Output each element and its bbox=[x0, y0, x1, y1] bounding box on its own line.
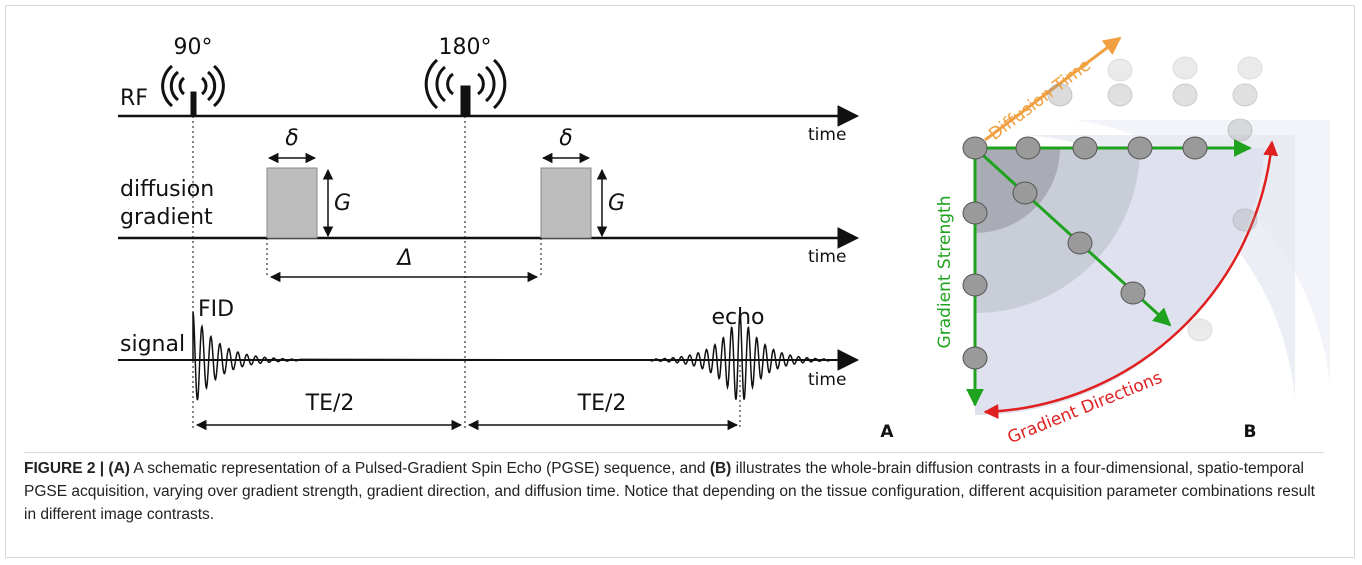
axis-label: time bbox=[808, 247, 846, 267]
delta-label: δ bbox=[559, 126, 572, 151]
orange-arrow bbox=[984, 36, 1122, 142]
red-arc bbox=[983, 140, 1279, 419]
brain-icons bbox=[962, 56, 1263, 370]
pulse-label: 90° bbox=[174, 35, 213, 60]
big-delta-label: Δ bbox=[395, 246, 412, 271]
panel-a bbox=[118, 58, 860, 431]
brain-icon bbox=[1172, 56, 1198, 80]
brain-icon bbox=[1107, 83, 1133, 107]
brain-icon bbox=[1120, 281, 1146, 305]
arrowhead bbox=[837, 349, 860, 371]
brain-icon bbox=[1107, 58, 1133, 82]
caption-text: illustrates the whole-brain diffusion co… bbox=[24, 460, 1315, 523]
brain-icon bbox=[1047, 83, 1073, 107]
gradient-strength-label: Gradient Strength bbox=[935, 196, 955, 349]
brain-icon bbox=[1237, 56, 1263, 80]
arrowhead bbox=[837, 227, 860, 249]
diffusion-time-label: Diffusion Time bbox=[985, 55, 1095, 144]
radio-waves bbox=[161, 58, 507, 110]
fid-label: FID bbox=[198, 297, 234, 322]
axis-label: time bbox=[808, 125, 846, 145]
caption: FIGURE 2 | (A) A schematic representatio… bbox=[24, 452, 1324, 526]
panel-label: A bbox=[880, 422, 894, 442]
gradient-lobe bbox=[540, 167, 592, 239]
brain-icon bbox=[962, 201, 988, 225]
caption-bold: (B) bbox=[709, 460, 732, 477]
pulse-90 bbox=[190, 91, 197, 117]
panel-b bbox=[962, 36, 1330, 419]
brain-icon bbox=[1172, 83, 1198, 107]
caption-bold: FIGURE 2 | (A) bbox=[24, 460, 130, 477]
figure: 90° 180° RF diffusion gradient signal ti… bbox=[118, 35, 1330, 445]
brain-icon bbox=[962, 136, 988, 160]
brain-icon bbox=[1012, 181, 1038, 205]
caption-text: A schematic representation of a Pulsed-G… bbox=[133, 460, 706, 477]
gradient-lobe bbox=[266, 167, 318, 239]
brain-icon bbox=[962, 273, 988, 297]
row-label: RF bbox=[120, 86, 148, 111]
delta-label: δ bbox=[285, 126, 298, 151]
echo-label: echo bbox=[711, 305, 764, 330]
figure-frame bbox=[5, 5, 1355, 558]
pulse-label: 180° bbox=[439, 35, 492, 60]
brain-icon bbox=[1072, 136, 1098, 160]
brain-icon bbox=[1227, 118, 1253, 142]
signal-wave bbox=[118, 311, 831, 401]
pulse-180 bbox=[460, 85, 471, 117]
brain-icon bbox=[1187, 318, 1213, 342]
row-label: diffusion bbox=[120, 177, 214, 202]
te-label: TE/2 bbox=[305, 391, 355, 416]
panel-label: B bbox=[1244, 422, 1257, 442]
brain-icon bbox=[1232, 83, 1258, 107]
brain-icon bbox=[962, 346, 988, 370]
guides bbox=[192, 116, 741, 428]
brain-icon bbox=[1067, 231, 1093, 255]
g-label: G bbox=[334, 191, 351, 216]
row-label: gradient bbox=[120, 205, 213, 230]
g-label: G bbox=[608, 191, 625, 216]
brain-icon bbox=[1015, 136, 1041, 160]
brain-icon bbox=[1182, 136, 1208, 160]
te-label: TE/2 bbox=[577, 391, 627, 416]
brain-icon bbox=[1232, 208, 1258, 232]
axis-label: time bbox=[808, 370, 846, 390]
arrowhead bbox=[837, 105, 860, 127]
row-label: signal bbox=[120, 332, 185, 357]
brain-icon bbox=[1127, 136, 1153, 160]
